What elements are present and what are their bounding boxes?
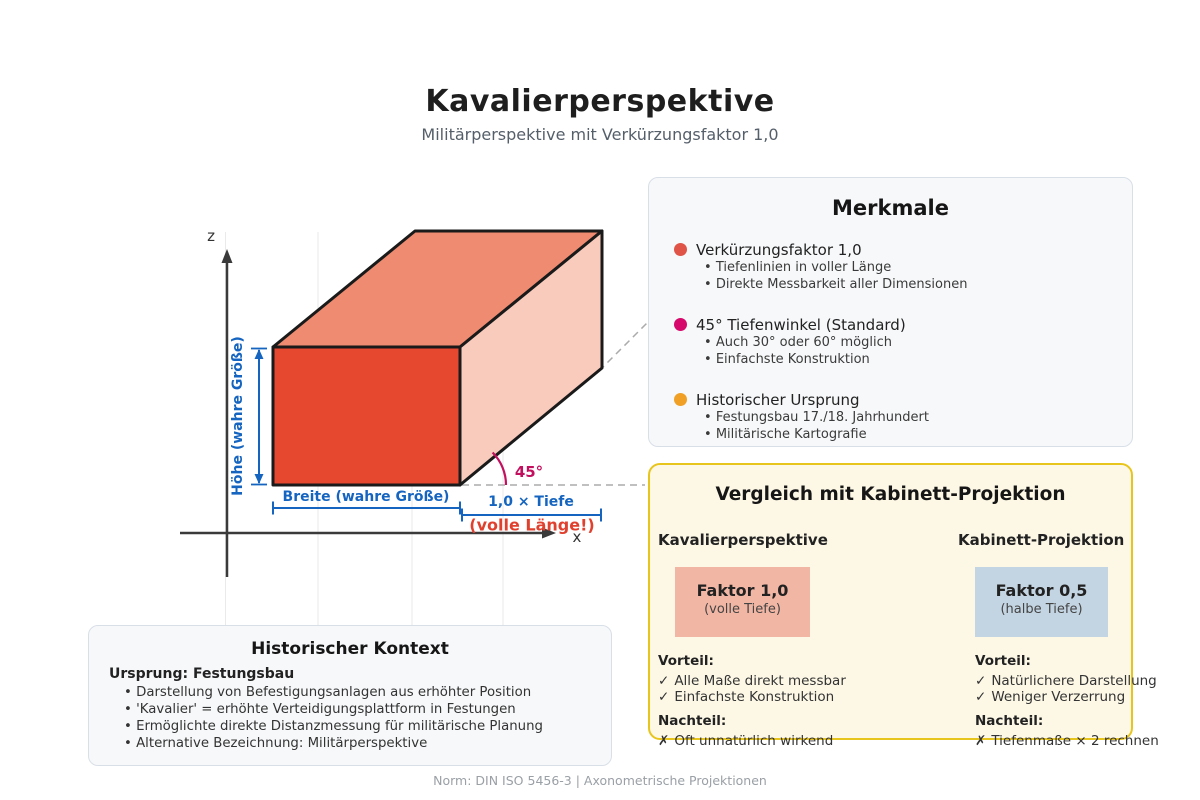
history-bullet: Ermöglichte direkte Distanzmessung für m… [124,718,611,735]
merkmale-title: Merkmale [832,196,949,220]
factor-subtext: (halbe Tiefe) [1000,602,1083,617]
comparison-title: Vergleich mit Kabinett-Projektion [715,484,1066,505]
vorteil-label: Vorteil: [658,653,714,669]
pro-item: ✓ Weniger Verzerrung [975,689,1157,705]
con-item: ✗ Tiefenmaße × 2 rechnen [975,733,1159,749]
history-panel: Historischer Kontext Ursprung: Festungsb… [88,625,612,766]
feature-title: 45° Tiefenwinkel (Standard) [696,316,906,334]
comparison-header-left: Kavalierperspektive [658,531,828,549]
feature-bullet: Direkte Messbarkeit aller Dimensionen [704,277,1132,294]
feature-bullet: Militärische Kartografie [704,427,1132,444]
pro-item: ✓ Alle Maße direkt messbar [658,673,846,689]
page-title: Kavalierperspektive [425,84,775,119]
pro-text: Weniger Verzerrung [991,689,1126,705]
comparison-header-right: Kabinett-Projektion [958,531,1125,549]
z-axis-label: z [207,227,215,245]
angle-arc [491,451,508,486]
con-text: Oft unnatürlich wirkend [674,733,834,749]
cons-list-right: Nachteil: ✗ Tiefenmaße × 2 rechnen [975,713,1159,749]
page-subtitle: Militärperspektive mit Verkürzungsfaktor… [421,125,779,144]
check-icon: ✓ [658,673,670,689]
height-dimension-label: Höhe (wahre Größe) [230,336,246,496]
factor-value: Faktor 0,5 [995,581,1088,600]
factor-subtext: (volle Tiefe) [704,602,781,617]
orange-bullet-icon [674,393,687,406]
pro-text: Alle Maße direkt messbar [674,673,846,689]
x-axis-label: x [572,528,582,546]
con-text: Tiefenmaße × 2 rechnen [991,733,1159,749]
depth-note-label: (volle Länge!) [469,515,595,535]
history-title: Historischer Kontext [251,639,449,659]
vorteil-label: Vorteil: [975,653,1031,669]
width-dimension-label: Breite (wahre Größe) [282,489,450,505]
history-bullet: 'Kavalier' = erhöhte Verteidigungsplattf… [124,701,611,718]
pro-text: Einfachste Konstruktion [674,689,835,705]
cons-list-left: Nachteil: ✗ Oft unnatürlich wirkend [658,713,833,749]
history-bullet: Alternative Bezeichnung: Militärperspekt… [124,735,611,752]
depth-extension-dashed [598,321,649,372]
nachteil-label: Nachteil: [658,713,727,729]
feature-ursprung: Historischer Ursprung Festungsbau 17./18… [649,390,1132,443]
history-lead: Ursprung: Festungsbau [109,666,295,682]
feature-title: Historischer Ursprung [696,391,860,409]
check-icon: ✓ [975,689,987,705]
merkmale-panel: Merkmale Verkürzungsfaktor 1,0 Tiefenlin… [648,177,1133,447]
pros-list-right: Vorteil: ✓ Natürlichere Darstellung ✓ Weni… [975,653,1157,705]
x-axis-arrow-icon [542,527,556,539]
history-bullet: Darstellung von Befestigungsanlagen aus … [124,684,611,701]
angle-label: 45° [514,463,544,481]
z-axis-arrow-icon [221,249,233,263]
magenta-bullet-icon [674,318,687,331]
depth-dimension [461,508,602,522]
footer-note: Norm: DIN ISO 5456-3 | Axonometrische Pr… [433,773,767,788]
feature-verkuerzungsfaktor: Verkürzungsfaktor 1,0 Tiefenlinien in vo… [649,240,1132,293]
box-front-face [271,345,462,487]
pros-list-left: Vorteil: ✓ Alle Maße direkt messbar ✓ Einf… [658,653,846,705]
feature-title: Verkürzungsfaktor 1,0 [696,241,862,259]
check-icon: ✓ [658,689,670,705]
nachteil-label: Nachteil: [975,713,1044,729]
red-bullet-icon [674,243,687,256]
comparison-panel: Vergleich mit Kabinett-Projektion Kavali… [648,463,1159,749]
feature-tiefenwinkel: 45° Tiefenwinkel (Standard) Auch 30° ode… [649,315,1132,368]
check-icon: ✓ [975,673,987,689]
cross-icon: ✗ [975,733,987,749]
factor-value: Faktor 1,0 [696,581,789,600]
width-dimension [272,501,461,515]
depth-dimension-label: 1,0 × Tiefe [488,494,574,510]
feature-bullet: Festungsbau 17./18. Jahrhundert [704,410,1132,427]
pro-text: Natürlichere Darstellung [991,673,1157,689]
feature-bullet: Einfachste Konstruktion [704,352,1132,369]
feature-bullet: Auch 30° oder 60° möglich [704,335,1132,352]
cross-icon: ✗ [658,733,670,749]
con-item: ✗ Oft unnatürlich wirkend [658,733,833,749]
height-dimension [251,347,267,486]
pro-item: ✓ Einfachste Konstruktion [658,689,846,705]
height-dim-arrow-top-icon [254,349,264,359]
pro-item: ✓ Natürlichere Darstellung [975,673,1157,689]
factor-box-left: Faktor 1,0 (volle Tiefe) [675,567,810,637]
factor-box-right: Faktor 0,5 (halbe Tiefe) [975,567,1108,637]
feature-bullet: Tiefenlinien in voller Länge [704,260,1132,277]
height-dim-arrow-bottom-icon [254,474,264,484]
